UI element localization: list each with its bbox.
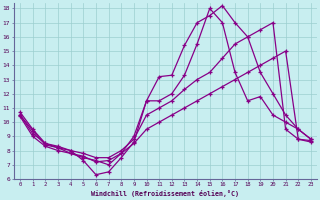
X-axis label: Windchill (Refroidissement éolien,°C): Windchill (Refroidissement éolien,°C) (92, 190, 239, 197)
